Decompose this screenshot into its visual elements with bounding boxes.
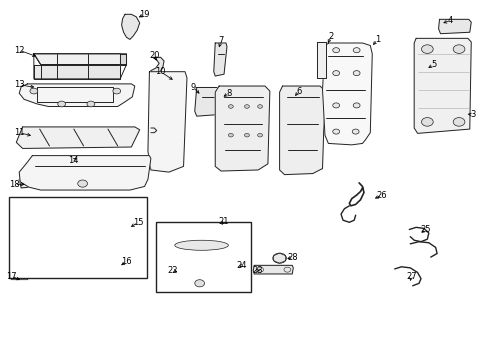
Text: 2: 2 [328,32,333,41]
Text: 26: 26 [376,190,386,199]
Text: 12: 12 [14,46,24,55]
Circle shape [421,118,432,126]
Circle shape [332,48,339,53]
Polygon shape [163,255,245,262]
Text: 7: 7 [218,36,224,45]
Polygon shape [194,87,219,116]
Text: 14: 14 [67,156,78,165]
Circle shape [351,129,358,134]
Polygon shape [316,42,326,78]
Text: 21: 21 [218,217,229,226]
Polygon shape [413,39,470,134]
Bar [9,197,147,278]
Polygon shape [279,86,325,175]
Text: 4: 4 [447,16,452,25]
Polygon shape [438,19,470,34]
Polygon shape [19,156,151,190]
Text: 17: 17 [6,271,17,280]
Text: 24: 24 [236,261,247,270]
Circle shape [244,134,249,137]
Circle shape [58,101,65,107]
Ellipse shape [174,240,228,250]
Circle shape [332,129,339,134]
Circle shape [113,88,121,94]
Polygon shape [159,238,244,245]
Text: 5: 5 [430,60,435,69]
Circle shape [272,253,286,263]
Text: 1: 1 [374,35,380,44]
Circle shape [78,180,87,187]
Polygon shape [16,127,140,148]
Text: 25: 25 [420,225,430,234]
Polygon shape [148,72,186,172]
Polygon shape [19,84,135,107]
Polygon shape [149,57,163,78]
Polygon shape [19,179,39,188]
Circle shape [352,103,359,108]
Text: 13: 13 [14,81,24,90]
Text: 9: 9 [190,83,196,92]
Text: 15: 15 [133,218,143,227]
Circle shape [194,280,204,287]
Polygon shape [11,270,31,280]
Bar [156,222,250,292]
Polygon shape [39,206,45,216]
Text: 23: 23 [252,266,263,275]
Circle shape [257,134,262,137]
Circle shape [30,88,38,94]
Text: 16: 16 [121,257,132,266]
Polygon shape [30,206,37,216]
Polygon shape [47,206,54,216]
Text: 18: 18 [9,180,20,189]
Circle shape [421,45,432,53]
Circle shape [452,45,464,53]
Text: 28: 28 [286,253,297,262]
Polygon shape [160,262,182,273]
Circle shape [257,105,262,108]
Text: 20: 20 [149,51,159,60]
Circle shape [228,134,233,137]
Polygon shape [120,54,126,64]
Polygon shape [34,64,120,79]
Polygon shape [19,203,53,224]
Text: 22: 22 [167,266,177,275]
Text: 8: 8 [226,89,231,98]
Polygon shape [34,54,126,64]
Polygon shape [21,206,28,216]
Text: 10: 10 [155,67,165,76]
Polygon shape [13,252,140,260]
Polygon shape [13,243,140,251]
Circle shape [352,48,359,53]
Polygon shape [122,14,140,40]
Polygon shape [215,86,269,171]
Circle shape [332,103,339,108]
Circle shape [452,118,464,126]
Text: 11: 11 [14,128,24,137]
Polygon shape [322,43,371,145]
Polygon shape [213,43,226,76]
Text: 27: 27 [405,271,416,280]
Polygon shape [253,265,293,274]
Circle shape [244,105,249,108]
Circle shape [87,101,95,107]
Text: 6: 6 [296,86,301,95]
Circle shape [228,105,233,108]
Polygon shape [13,233,140,241]
Text: 19: 19 [139,10,149,19]
Text: 3: 3 [469,110,474,119]
Circle shape [352,71,359,76]
Circle shape [332,71,339,76]
